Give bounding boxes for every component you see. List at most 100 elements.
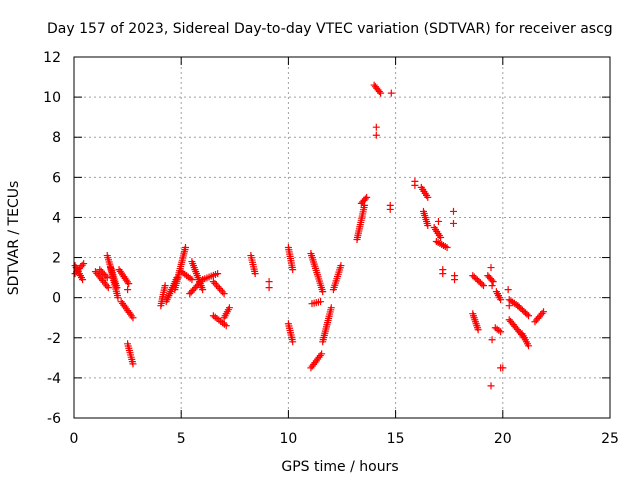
data-point	[327, 304, 335, 312]
data-point	[540, 308, 548, 316]
data-point	[318, 350, 326, 358]
data-point	[451, 276, 459, 284]
data-point	[488, 336, 496, 344]
y-tick-label: 8	[52, 130, 61, 146]
y-tick-label: 0	[52, 291, 61, 307]
data-point	[124, 286, 132, 294]
data-point	[181, 244, 189, 252]
plot-border	[73, 56, 611, 419]
data-point	[372, 123, 380, 131]
data-point	[319, 288, 327, 296]
data-point	[199, 286, 207, 294]
x-tick-label: 25	[601, 431, 619, 447]
data-point	[480, 282, 488, 290]
x-axis-title: GPS time / hours	[281, 459, 398, 475]
data-point	[102, 272, 110, 280]
data-point	[125, 280, 133, 288]
data-point	[497, 296, 505, 304]
data-point	[217, 286, 225, 294]
data-point	[99, 269, 107, 277]
y-tick-label: 4	[52, 210, 61, 226]
data-point	[96, 266, 104, 274]
y-tick-label: 10	[43, 90, 61, 106]
data-point	[411, 181, 419, 189]
y-axis-title: SDTVAR / TECUs	[6, 181, 22, 296]
axis-ticks: -6 -4 -2 0 2 4 6 8 10 12 0 5 10 15 20 25	[43, 50, 619, 447]
data-point	[449, 207, 457, 215]
data-point	[443, 244, 451, 252]
y-tick-label: 12	[43, 50, 61, 66]
data-point	[188, 276, 196, 284]
data-point	[161, 282, 169, 290]
data-point	[211, 279, 219, 287]
data-point	[214, 270, 222, 278]
data-point	[337, 262, 345, 270]
data-point	[114, 294, 122, 302]
grid-lines	[74, 57, 610, 418]
data-point	[474, 326, 482, 334]
data-point	[129, 314, 137, 322]
data-point	[222, 322, 230, 330]
y-tick-label: -2	[47, 331, 61, 347]
data-point	[209, 278, 217, 286]
data-point	[225, 304, 233, 312]
data-point	[372, 131, 380, 139]
data-point	[488, 282, 496, 290]
data-point	[489, 278, 497, 286]
data-point	[424, 193, 432, 201]
data-point	[497, 328, 505, 336]
data-point	[449, 219, 457, 227]
data-point	[424, 221, 432, 229]
data-point	[439, 270, 447, 278]
y-tick-label: 6	[52, 170, 61, 186]
data-point	[129, 360, 137, 368]
x-tick-label: 10	[279, 431, 297, 447]
data-point	[386, 205, 394, 213]
data-point	[80, 260, 88, 268]
chart-title: Day 157 of 2023, Sidereal Day-to-day VTE…	[47, 21, 613, 37]
data-point	[79, 276, 87, 284]
data-point	[538, 309, 546, 317]
data-point	[289, 266, 297, 274]
data-point	[215, 284, 223, 292]
x-tick-label: 5	[177, 431, 186, 447]
y-tick-label: 2	[52, 251, 61, 267]
x-tick-label: 20	[494, 431, 512, 447]
data-point	[265, 284, 273, 292]
data-point	[197, 277, 205, 285]
data-point	[317, 298, 325, 306]
data-point	[214, 283, 222, 291]
x-tick-label: 0	[70, 431, 79, 447]
data-point	[265, 278, 273, 286]
x-tick-label: 15	[387, 431, 405, 447]
data-point	[103, 274, 111, 282]
data-point	[487, 264, 495, 272]
y-tick-label: -4	[47, 371, 61, 387]
data-point	[525, 342, 533, 350]
y-tick-label: -6	[47, 411, 61, 427]
data-point	[104, 284, 112, 292]
data-point	[97, 267, 105, 275]
data-point	[487, 382, 495, 390]
data-point	[212, 281, 220, 289]
data-point	[525, 312, 533, 320]
data-point	[478, 280, 486, 288]
data-point	[505, 302, 513, 310]
data-point	[375, 87, 383, 95]
data-point	[499, 364, 507, 372]
data-point	[361, 195, 369, 203]
data-point	[377, 89, 385, 97]
data-point	[434, 217, 442, 225]
data-point	[504, 286, 512, 294]
data-point	[387, 89, 395, 97]
data-point	[220, 290, 228, 298]
data-point	[363, 193, 371, 201]
data-point	[219, 288, 227, 296]
data-point	[523, 310, 531, 318]
data-points	[71, 81, 548, 390]
data-point	[437, 234, 445, 241]
data-point	[100, 270, 108, 278]
data-point	[78, 261, 86, 269]
data-point	[289, 338, 297, 346]
